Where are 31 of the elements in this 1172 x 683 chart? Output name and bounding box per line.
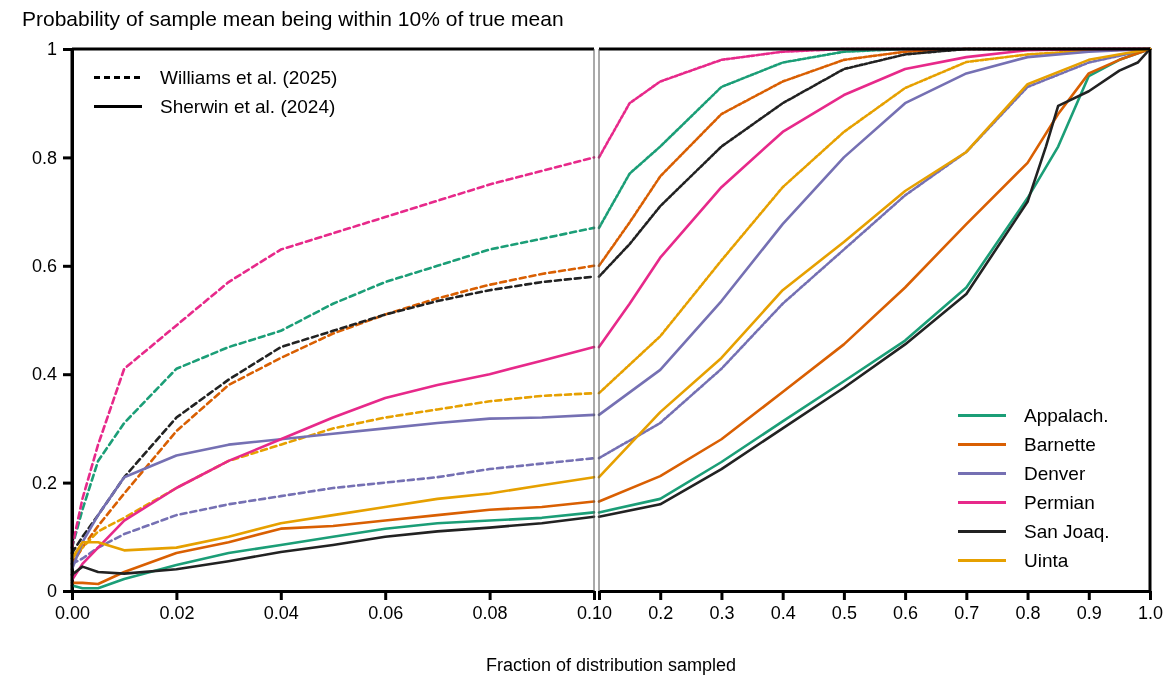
x-tick-label: 0.04 [263, 602, 299, 623]
x-tick-label: 0.4 [770, 602, 796, 623]
x-axis-title: Fraction of distribution sampled [485, 655, 737, 675]
legend-label: Permian [1024, 492, 1095, 514]
x-tick-label: 0.2 [648, 602, 674, 623]
annotation: Sherwin et al. (2024) [160, 96, 336, 118]
annotation: Williams et al. (2025) [160, 67, 338, 89]
y-tick-label: 0.2 [31, 472, 57, 493]
x-tick-label: 0.10 [576, 602, 613, 623]
x-tick-label: 0.08 [472, 602, 508, 623]
y-tick-label: 0.6 [31, 256, 57, 277]
x-tick-label: 0.02 [159, 602, 195, 623]
chart-title: Probability of sample mean being within 10% of true mean [22, 7, 564, 30]
y-tick-label: 0.4 [31, 364, 57, 385]
legend-label: Uinta [1024, 550, 1069, 572]
legend-label: Barnette [1024, 434, 1096, 456]
x-tick-label: 1.0 [1137, 602, 1164, 623]
x-tick-label: 0.3 [709, 602, 735, 623]
y-tick-label: 0 [46, 581, 57, 602]
x-tick-label: 0.06 [368, 602, 404, 623]
x-tick-label: 0.8 [1015, 602, 1041, 623]
legend-label: Denver [1024, 463, 1086, 485]
x-tick-label: 0.6 [893, 602, 919, 623]
x-tick-label: 0.7 [954, 602, 980, 623]
x-tick-label: 0.9 [1076, 602, 1102, 623]
x-tick-label: 0.00 [54, 602, 91, 623]
x-tick-label: 0.5 [831, 602, 857, 623]
legend-label: San Joaq. [1024, 521, 1110, 543]
legend-label: Appalach. [1024, 405, 1109, 427]
y-tick-label: 0.8 [31, 147, 57, 168]
y-tick-label: 1 [46, 39, 57, 60]
